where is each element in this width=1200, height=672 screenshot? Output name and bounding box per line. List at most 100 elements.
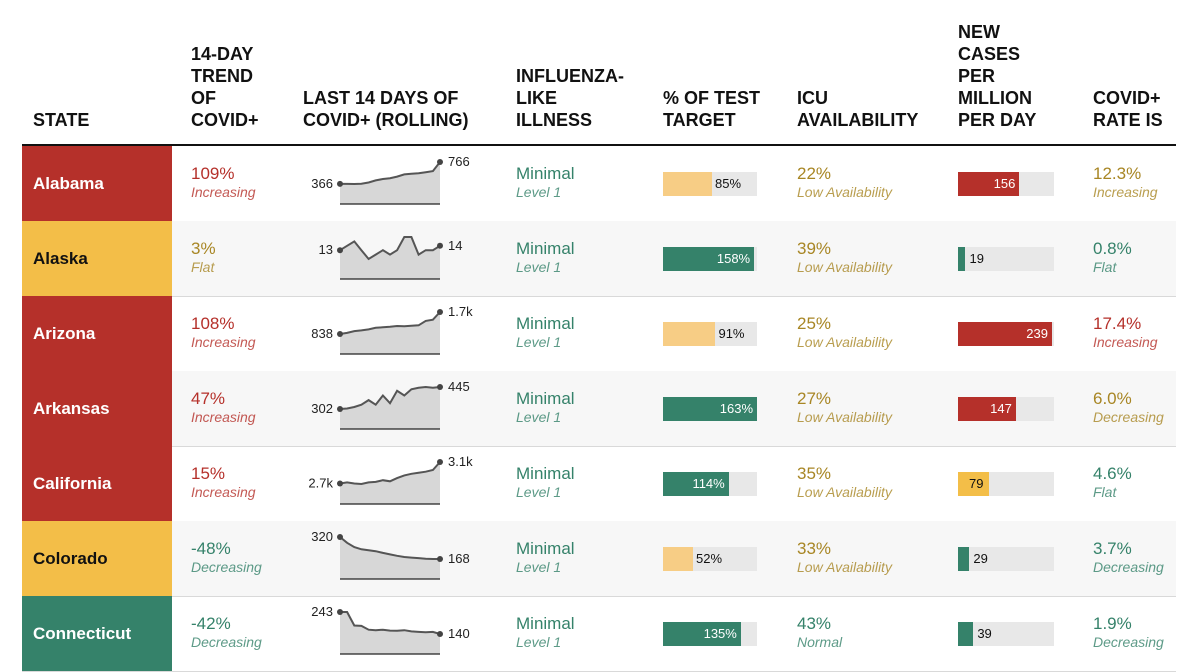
- ili-value: Minimal: [516, 314, 575, 333]
- header-last14[interactable]: LAST 14 DAYS OF COVID+ (ROLLING): [303, 88, 469, 130]
- sparkline: 2.7k 3.1k: [308, 454, 473, 505]
- sparkline-line: [339, 311, 441, 335]
- header-ili[interactable]: INFLUENZA- LIKE ILLNESS: [516, 66, 624, 130]
- test-target-bar: 135%: [663, 622, 757, 646]
- trend-label: Decreasing: [191, 634, 262, 650]
- header-state[interactable]: STATE: [33, 110, 90, 130]
- sparkline-start-dot: [337, 247, 343, 254]
- new-cases-fill: [958, 472, 990, 496]
- table-row[interactable]: Arizona 108% Increasing Minimal Level 1 91% 25…: [22, 296, 1176, 372]
- icu-value: 27%: [797, 389, 832, 408]
- header-icu[interactable]: ICU AVAILABILITY: [797, 88, 919, 130]
- sparkline-end-dot: [437, 159, 443, 165]
- test-target-label: 114%: [692, 476, 725, 491]
- rate-value: 3.7%: [1093, 539, 1132, 558]
- test-target-label: 85%: [715, 176, 742, 191]
- ili-value: Minimal: [516, 164, 575, 183]
- test-target-fill: [663, 247, 755, 271]
- state-name[interactable]: California: [22, 446, 172, 521]
- sparkline-line: [339, 536, 440, 560]
- new-cases-label: 79: [969, 476, 984, 491]
- sparkline-line: [339, 236, 441, 261]
- rate-label: Flat: [1093, 484, 1117, 500]
- test-target-label: 91%: [718, 326, 745, 341]
- ili-value: Minimal: [516, 614, 575, 633]
- header-divider: [22, 144, 1176, 146]
- ili-level: Level 1: [516, 634, 562, 650]
- new-cases-bar: 19: [958, 247, 1054, 271]
- state-name[interactable]: Colorado: [22, 521, 172, 596]
- new-cases-fill: [958, 547, 970, 571]
- sparkline: 320 168: [311, 529, 470, 580]
- trend-label: Increasing: [191, 184, 256, 200]
- rate-value: 4.6%: [1093, 464, 1132, 483]
- icu-value: 25%: [797, 314, 832, 333]
- test-target-label: 135%: [703, 626, 737, 641]
- rate-value: 6.0%: [1093, 389, 1132, 408]
- trend-label: Flat: [191, 259, 215, 275]
- ili-level: Level 1: [516, 409, 562, 425]
- ili-value: Minimal: [516, 389, 575, 408]
- sparkline-end-label: 1.7k: [448, 304, 473, 319]
- table-header: STATE 14-DAY TREND OF COVID+ LAST 14 DAY…: [0, 0, 1200, 145]
- table-row[interactable]: Alaska 3% Flat Minimal Level 1 158% 39% Low Ava…: [22, 221, 1176, 297]
- sparkline-end-label: 14: [448, 238, 462, 253]
- sparkline-start-label: 13: [319, 242, 333, 257]
- header-rate[interactable]: COVID+ RATE IS: [1093, 88, 1163, 130]
- state-name[interactable]: Alabama: [22, 146, 172, 221]
- header-trend[interactable]: 14-DAY TREND OF COVID+: [191, 44, 259, 130]
- trend-value: -42%: [191, 614, 231, 633]
- sparkline-end-label: 445: [448, 379, 470, 394]
- sparkline-line: [339, 461, 441, 486]
- rate-value: 1.9%: [1093, 614, 1132, 633]
- rate-label: Decreasing: [1093, 634, 1164, 650]
- state-name[interactable]: Connecticut: [22, 596, 172, 671]
- test-target-bar: 163%: [663, 397, 757, 421]
- new-cases-label: 39: [977, 626, 992, 641]
- sparkline-end-label: 168: [448, 551, 470, 566]
- test-target-fill: [663, 172, 713, 196]
- test-target-label: 163%: [719, 401, 753, 416]
- rate-value: 17.4%: [1093, 314, 1142, 333]
- table-row[interactable]: Arkansas 47% Increasing Minimal Level 1 163% 2…: [22, 371, 1176, 447]
- sparkline: 302 445: [311, 379, 470, 430]
- icu-label: Low Availability: [797, 484, 892, 500]
- sparkline-start-label: 320: [311, 529, 333, 544]
- table-row[interactable]: Alabama 109% Increasing Minimal Level 1 85% 22…: [22, 146, 1176, 222]
- test-target-bar: 91%: [663, 322, 757, 346]
- sparkline-end-dot: [437, 309, 443, 315]
- table-row[interactable]: Colorado -48% Decreasing Minimal Level 1 52% 3…: [22, 521, 1176, 597]
- icu-label: Low Availability: [797, 559, 892, 575]
- ili-level: Level 1: [516, 259, 562, 275]
- trend-value: 15%: [191, 464, 226, 483]
- sparkline-line: [340, 161, 441, 186]
- new-cases-bar: 79: [958, 472, 1054, 496]
- rate-value: 12.3%: [1093, 164, 1142, 183]
- trend-label: Increasing: [191, 484, 256, 500]
- icu-label: Low Availability: [797, 259, 892, 275]
- state-name[interactable]: Alaska: [22, 221, 172, 296]
- rate-label: Flat: [1093, 259, 1117, 275]
- new-cases-bar: 239: [958, 322, 1054, 346]
- sparkline-area: [340, 312, 440, 354]
- test-target-fill: [663, 547, 693, 571]
- sparkline-start-label: 243: [311, 604, 333, 619]
- rate-label: Decreasing: [1093, 409, 1164, 425]
- table-row[interactable]: California 15% Increasing Minimal Level 1 114…: [22, 446, 1176, 522]
- header-test-target[interactable]: % OF TEST TARGET: [663, 88, 761, 130]
- state-name[interactable]: Arkansas: [22, 371, 172, 446]
- test-target-bar: 85%: [663, 172, 757, 196]
- sparkline-area: [340, 162, 440, 204]
- icu-value: 39%: [797, 239, 832, 258]
- new-cases-bar: 156: [958, 172, 1054, 196]
- header-new-cases[interactable]: NEW CASES PER MILLION PER DAY: [958, 22, 1037, 130]
- sparkline-line: [339, 385, 441, 410]
- trend-value: 3%: [191, 239, 216, 258]
- new-cases-label: 156: [993, 176, 1016, 191]
- state-name[interactable]: Arizona: [22, 296, 172, 371]
- sparkline-end-dot: [437, 556, 443, 562]
- sparkline-start-dot: [337, 609, 343, 615]
- sparkline-start-label: 302: [311, 401, 333, 416]
- sparkline: 366 766: [311, 154, 470, 205]
